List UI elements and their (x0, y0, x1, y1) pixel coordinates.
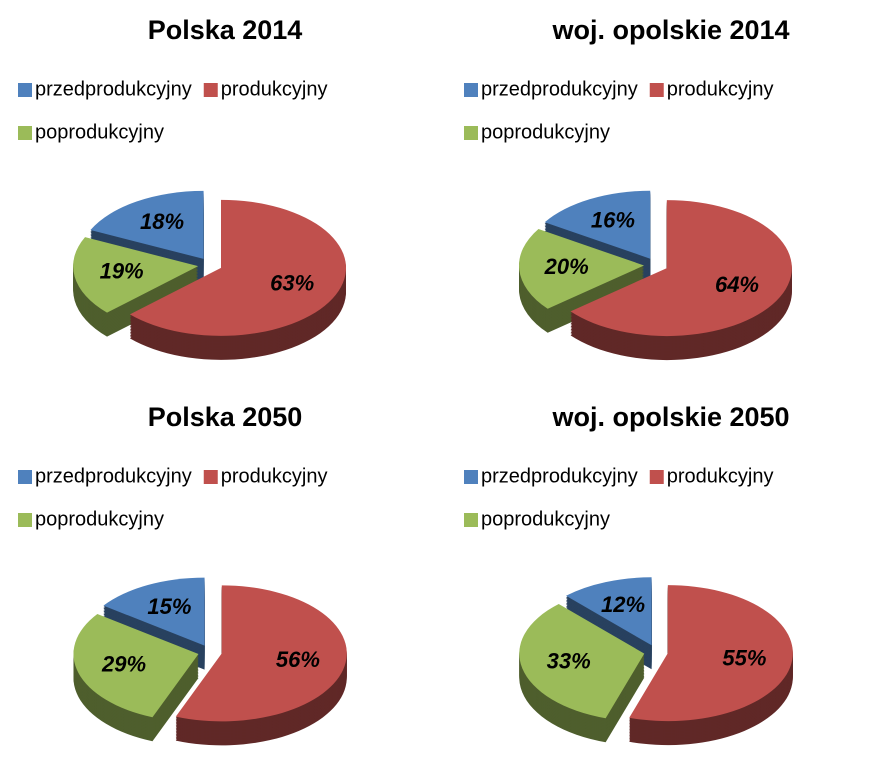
slice (90, 190, 204, 259)
legend-swatch (18, 83, 32, 97)
legend-label: przedprodukcyjny (35, 465, 192, 487)
slice (175, 585, 347, 722)
legend-swatch (464, 126, 478, 140)
legend-swatch (203, 470, 218, 484)
legend-label: poprodukcyjny (481, 121, 610, 143)
data-label: 18% (140, 209, 184, 234)
chart-title: Polska 2050 (148, 402, 303, 432)
legend-label: poprodukcyjny (481, 508, 610, 530)
legend-swatch (464, 513, 478, 527)
data-label: 12% (601, 592, 645, 617)
legend-label: przedprodukcyjny (35, 78, 192, 100)
legend-swatch (464, 470, 478, 484)
legend-label: produkcyjny (221, 465, 328, 487)
slice (544, 190, 651, 259)
data-label: 29% (101, 652, 146, 677)
data-label: 20% (544, 254, 589, 279)
data-label: 15% (147, 594, 191, 619)
slice (103, 577, 205, 646)
chart-title: woj. opolskie 2050 (551, 402, 789, 432)
legend-swatch (18, 126, 32, 140)
chart-title: woj. opolskie 2014 (551, 15, 789, 45)
legend-label: produkcyjny (221, 78, 328, 100)
slice (629, 585, 793, 722)
legend-swatch (18, 470, 32, 484)
data-label: 16% (591, 208, 635, 233)
legend-label: produkcyjny (667, 78, 774, 100)
data-label: 55% (722, 646, 766, 671)
legend-swatch (203, 83, 218, 97)
slice (566, 577, 652, 646)
chart-title: Polska 2014 (148, 15, 303, 45)
slice (519, 604, 645, 719)
slice (73, 614, 199, 718)
legend-label: przedprodukcyjny (481, 465, 638, 487)
data-label: 19% (100, 259, 144, 284)
slice (129, 199, 347, 336)
legend-label: poprodukcyjny (35, 121, 164, 143)
legend-swatch (649, 83, 664, 97)
data-label: 33% (547, 649, 591, 674)
legend-swatch (18, 513, 32, 527)
legend-swatch (649, 470, 664, 484)
legend-swatch (464, 83, 478, 97)
slice (73, 237, 199, 313)
legend-label: produkcyjny (667, 465, 774, 487)
data-label: 64% (715, 272, 759, 297)
slice (519, 229, 645, 309)
legend-label: poprodukcyjny (35, 508, 164, 530)
slice (570, 200, 792, 337)
data-label: 56% (276, 647, 320, 672)
data-label: 63% (270, 270, 314, 295)
legend-label: przedprodukcyjny (481, 78, 638, 100)
